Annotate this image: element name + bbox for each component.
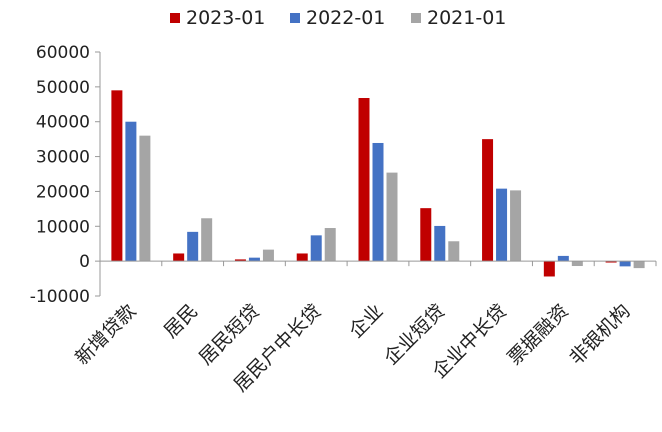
bar-2021-01-企业短贷 <box>448 241 460 262</box>
x-category-label: 票据融资 <box>504 300 573 369</box>
bar-2021-01-居民短贷 <box>262 249 274 262</box>
bar-2021-01-非银机构 <box>633 261 645 269</box>
bar-2022-01-居民 <box>187 231 199 262</box>
bar-2022-01-非银机构 <box>619 261 631 267</box>
x-category-label: 居民 <box>160 300 202 342</box>
bar-2021-01-新增贷款 <box>139 135 151 262</box>
bar-2022-01-票据融资 <box>557 255 569 262</box>
legend-label: 2023-01 <box>186 7 265 29</box>
bar-2022-01-新增贷款 <box>125 121 137 262</box>
y-tick-label: 50000 <box>36 78 90 98</box>
legend-swatch-2022-01 <box>290 13 300 23</box>
bar-2022-01-居民户中长贷 <box>310 235 322 262</box>
x-category-label: 企业 <box>345 300 387 342</box>
y-tick-label: 10000 <box>36 217 90 237</box>
x-category-label: 非银机构 <box>565 300 634 369</box>
bar-2022-01-居民短贷 <box>248 257 260 262</box>
bars <box>111 90 645 277</box>
y-tick-label: 40000 <box>36 113 90 133</box>
bar-2021-01-居民户中长贷 <box>324 228 336 262</box>
y-axis: -10000 0 10000 20000 30000 40000 50000 60000 <box>30 43 101 307</box>
bar-2023-01-新增贷款 <box>111 90 123 262</box>
bar-2022-01-企业中长贷 <box>496 188 508 262</box>
legend-swatch-2021-01 <box>411 13 421 23</box>
bar-2022-01-企业 <box>372 142 384 262</box>
legend-label: 2022-01 <box>306 7 385 29</box>
bar-2023-01-居民户中长贷 <box>296 253 308 262</box>
bar-2023-01-企业短贷 <box>420 208 432 262</box>
y-tick-label: -10000 <box>30 287 90 307</box>
legend-label: 2021-01 <box>427 7 506 29</box>
bar-2021-01-居民 <box>201 218 213 262</box>
bar-2023-01-非银机构 <box>605 261 617 263</box>
legend: 2023-01 2022-01 2021-01 <box>170 7 506 29</box>
y-tick-label: 0 <box>79 252 90 272</box>
bar-2021-01-企业 <box>386 172 398 262</box>
y-tick-label: 30000 <box>36 148 90 168</box>
bar-2023-01-票据融资 <box>543 261 555 277</box>
bar-2021-01-企业中长贷 <box>510 190 522 262</box>
bar-2023-01-企业 <box>358 98 370 262</box>
x-category-label: 新增贷款 <box>71 300 140 369</box>
bar-2021-01-票据融资 <box>571 261 583 267</box>
bar-2023-01-企业中长贷 <box>482 139 494 262</box>
bar-2023-01-居民短贷 <box>234 259 246 262</box>
bar-2022-01-企业短贷 <box>434 225 446 262</box>
legend-swatch-2023-01 <box>170 13 180 23</box>
bar-2023-01-居民 <box>173 253 185 262</box>
y-tick-label: 20000 <box>36 182 90 202</box>
y-tick-label: 60000 <box>36 43 90 63</box>
